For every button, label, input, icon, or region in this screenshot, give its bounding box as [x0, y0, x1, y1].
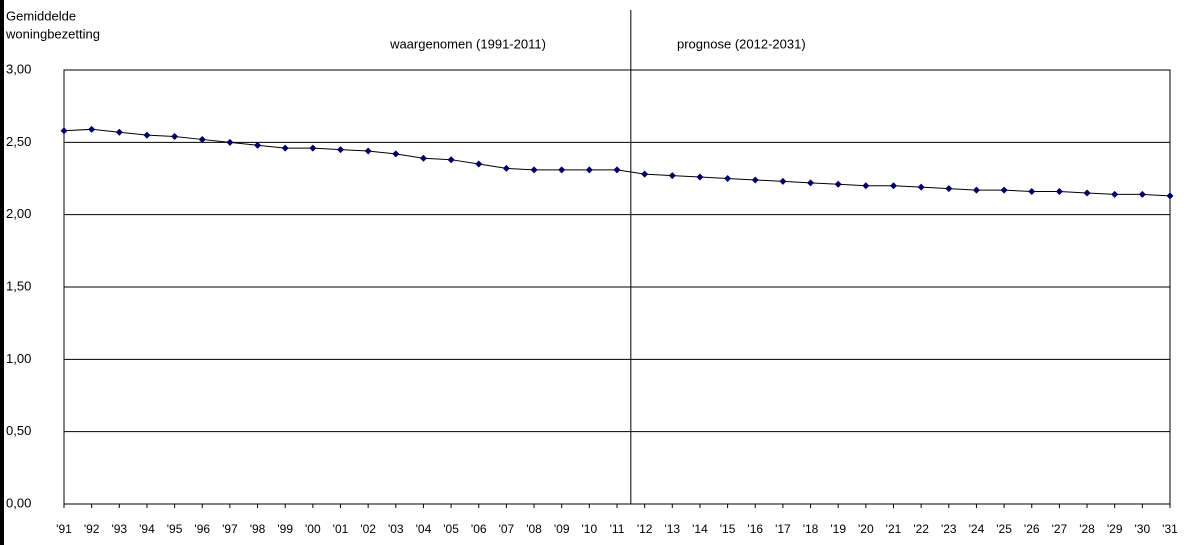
marker: [890, 182, 897, 190]
y-tick-label: 1,50: [6, 278, 31, 293]
x-tick-label: '27: [1052, 522, 1068, 536]
marker: [668, 172, 676, 180]
x-tick-label: '23: [941, 522, 957, 536]
marker: [1138, 190, 1146, 198]
x-tick-label: '05: [443, 522, 459, 536]
x-tick-label: '29: [1107, 522, 1123, 536]
marker: [1028, 188, 1036, 196]
x-tick-label: '12: [637, 522, 653, 536]
marker: [613, 166, 621, 174]
marker: [419, 154, 427, 162]
marker: [530, 166, 538, 174]
marker: [226, 138, 234, 146]
x-tick-label: '10: [582, 522, 598, 536]
marker: [143, 131, 151, 139]
marker: [1166, 192, 1174, 200]
marker: [862, 182, 870, 190]
marker: [309, 144, 317, 152]
y-tick-label: 2,00: [6, 206, 31, 221]
x-tick-label: '06: [471, 522, 487, 536]
x-tick-label: '99: [277, 522, 293, 536]
marker: [198, 135, 206, 143]
y-tick-label: 0,00: [6, 495, 31, 510]
x-tick-label: '25: [996, 522, 1012, 536]
marker: [641, 170, 649, 178]
x-tick-label: '24: [969, 522, 985, 536]
x-tick-label: '30: [1135, 522, 1151, 536]
marker: [779, 177, 787, 185]
marker: [115, 128, 123, 136]
x-tick-label: '96: [194, 522, 210, 536]
marker: [917, 183, 925, 191]
x-tick-label: '00: [305, 522, 321, 536]
marker: [807, 179, 815, 187]
marker: [281, 144, 289, 152]
x-tick-label: '31: [1162, 522, 1178, 536]
x-tick-label: '15: [720, 522, 736, 536]
marker: [88, 125, 96, 133]
marker: [751, 176, 759, 184]
y-tick-label: 2,50: [6, 134, 31, 149]
x-tick-label: '14: [692, 522, 708, 536]
x-tick-label: '93: [111, 522, 127, 536]
marker: [724, 175, 732, 182]
x-tick-label: '97: [222, 522, 238, 536]
x-tick-label: '03: [388, 522, 404, 536]
x-tick-label: '95: [167, 522, 183, 536]
marker: [558, 166, 566, 174]
x-tick-label: '09: [554, 522, 570, 536]
y-tick-label: 0,50: [6, 423, 31, 438]
marker: [1055, 188, 1063, 196]
marker: [392, 150, 400, 158]
x-tick-label: '16: [747, 522, 763, 536]
marker: [364, 147, 372, 155]
x-tick-label: '13: [664, 522, 680, 536]
x-tick-label: '20: [858, 522, 874, 536]
x-tick-label: '94: [139, 522, 155, 536]
x-tick-label: '92: [84, 522, 100, 536]
marker: [945, 185, 953, 193]
marker: [585, 166, 593, 174]
x-tick-label: '22: [913, 522, 929, 536]
marker: [171, 133, 179, 141]
left-edge: [0, 0, 4, 545]
marker: [972, 186, 980, 194]
annotation: waargenomen (1991-2011): [389, 36, 546, 51]
marker: [1000, 186, 1008, 194]
marker: [696, 173, 704, 181]
x-tick-label: '91: [56, 522, 72, 536]
x-tick-label: '04: [416, 522, 432, 536]
x-tick-label: '17: [775, 522, 791, 536]
x-tick-label: '02: [360, 522, 376, 536]
x-tick-label: '26: [1024, 522, 1040, 536]
x-tick-label: '19: [830, 522, 846, 536]
marker: [1083, 189, 1091, 197]
x-tick-label: '08: [526, 522, 542, 536]
y-tick-label: 3,00: [6, 61, 31, 76]
marker: [60, 127, 68, 135]
y-axis-title: Gemiddelde: [6, 8, 76, 23]
marker: [1111, 190, 1119, 198]
marker: [502, 164, 510, 172]
x-tick-label: '07: [499, 522, 515, 536]
marker: [475, 160, 483, 168]
x-tick-label: '98: [250, 522, 266, 536]
x-tick-label: '18: [803, 522, 819, 536]
marker: [834, 180, 842, 188]
y-tick-label: 1,00: [6, 351, 31, 366]
marker: [337, 146, 344, 154]
y-axis-title: woningbezetting: [5, 26, 100, 41]
x-tick-label: '21: [886, 522, 902, 536]
marker: [254, 141, 262, 149]
x-tick-label: '11: [610, 522, 625, 536]
annotation: prognose (2012-2031): [677, 36, 806, 51]
x-tick-label: '01: [333, 522, 349, 536]
x-tick-label: '28: [1079, 522, 1095, 536]
marker: [447, 156, 455, 164]
